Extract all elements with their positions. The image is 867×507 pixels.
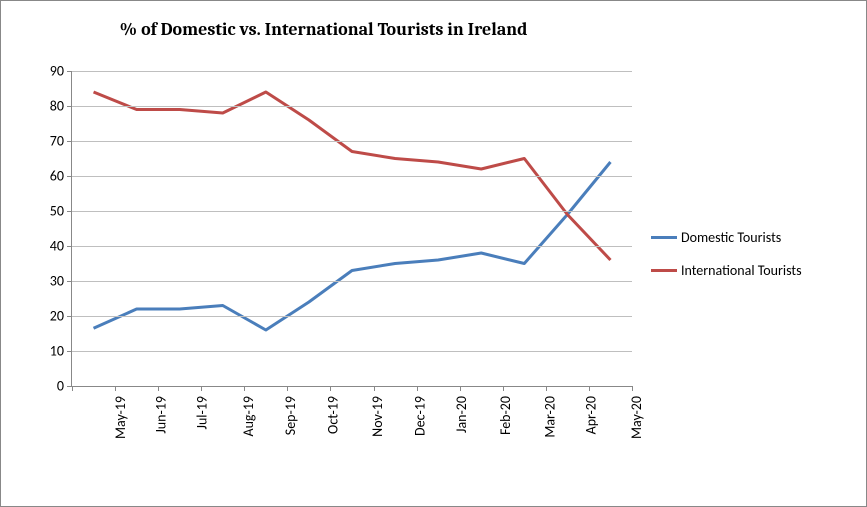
plot-area: 0102030405060708090May-19Jun-19Jul-19Aug… <box>71 71 632 387</box>
y-tick-label: 50 <box>50 203 72 220</box>
legend-label: Domestic Tourists <box>681 229 781 246</box>
gridline <box>72 106 632 107</box>
gridline <box>72 281 632 282</box>
y-tick-label: 60 <box>50 168 72 185</box>
gridline <box>72 246 632 247</box>
x-tick-label: Dec-19 <box>412 386 429 436</box>
legend-item: Domestic Tourists <box>651 229 802 246</box>
x-tick-label: Jun-19 <box>152 386 169 434</box>
chart-lines <box>72 71 632 386</box>
x-tick-label: Jan-20 <box>453 386 470 433</box>
chart-title: % of Domestic vs. International Tourists… <box>1 19 646 40</box>
legend-swatch <box>651 236 677 239</box>
y-tick-label: 90 <box>50 63 72 80</box>
x-tick-label: Sep-19 <box>282 386 299 435</box>
y-tick-label: 80 <box>50 98 72 115</box>
gridline <box>72 141 632 142</box>
y-tick-label: 70 <box>50 133 72 150</box>
x-tick-label: May-19 <box>112 386 129 439</box>
x-tick-label: Jul-19 <box>193 386 210 430</box>
gridline <box>72 211 632 212</box>
x-tick-label: May-20 <box>628 386 645 439</box>
x-tick-mark <box>72 386 73 391</box>
legend-item: International Tourists <box>651 262 802 279</box>
gridline <box>72 176 632 177</box>
chart-container: % of Domestic vs. International Tourists… <box>0 0 867 507</box>
x-tick-label: Aug-19 <box>240 386 257 437</box>
x-tick-label: Apr-20 <box>583 386 600 434</box>
legend-swatch <box>651 269 677 272</box>
y-tick-label: 20 <box>50 308 72 325</box>
legend-label: International Tourists <box>681 262 802 279</box>
x-tick-label: Mar-20 <box>542 386 559 438</box>
legend: Domestic Tourists International Tourists <box>651 1 802 506</box>
y-tick-label: 0 <box>57 378 72 395</box>
x-tick-label: Feb-20 <box>497 386 514 435</box>
y-tick-label: 10 <box>50 343 72 360</box>
y-tick-label: 40 <box>50 238 72 255</box>
y-tick-label: 30 <box>50 273 72 290</box>
gridline <box>72 351 632 352</box>
gridline <box>72 71 632 72</box>
x-tick-label: Nov-19 <box>369 386 386 437</box>
gridline <box>72 316 632 317</box>
x-tick-label: Oct-19 <box>324 386 341 434</box>
